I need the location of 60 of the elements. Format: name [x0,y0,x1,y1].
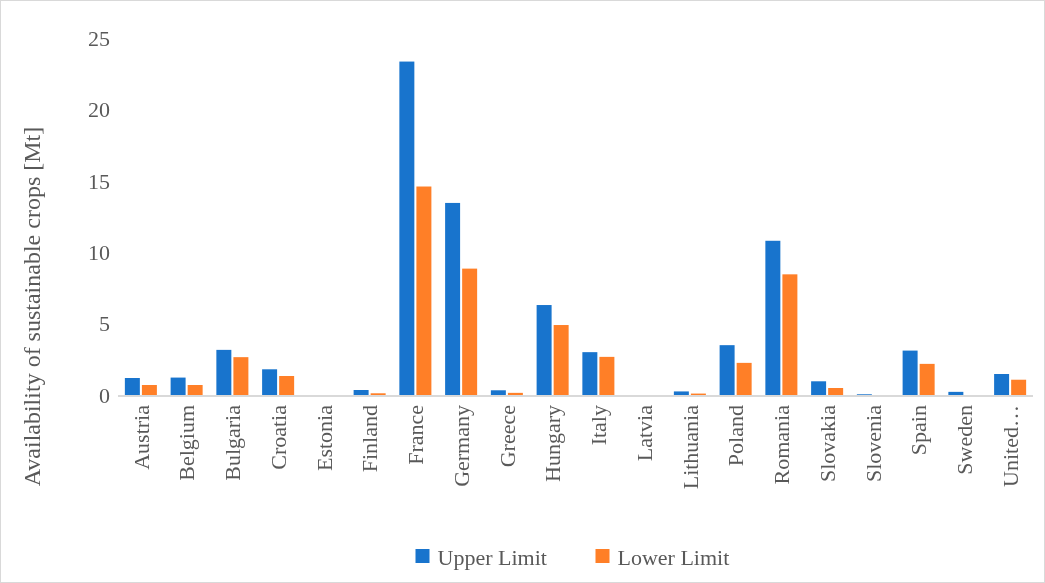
bar [902,350,918,395]
bar [1011,379,1027,395]
y-tick-label: 25 [88,25,110,51]
bar [553,325,569,395]
bar [582,352,598,395]
x-tick-label: Belgium [174,405,200,481]
x-tick-label: Spain [906,405,932,456]
bar [262,369,278,395]
y-axis-title: Availability of sustainable crops [Mt] [19,126,45,487]
x-tick-label: Romania [769,404,795,485]
y-tick-label: 20 [88,97,110,123]
y-tick-label: 15 [88,168,110,194]
bar [445,202,461,395]
x-tick-label: United… [997,405,1023,487]
bar [416,186,432,395]
bar [828,388,844,395]
bar [673,391,689,395]
bar [719,345,735,395]
bar [736,362,752,395]
y-tick-label: 0 [99,382,110,408]
bar [948,391,964,395]
x-tick-label: Estonia [311,404,337,471]
bar [233,357,249,395]
x-tick-label: Italy [586,405,612,446]
x-tick-label: Sweden [952,405,978,475]
x-tick-label: Austria [128,404,154,470]
bar [170,377,186,395]
bar [994,374,1010,395]
bar [811,381,827,395]
bar [919,363,935,395]
x-tick-label: Lithuania [677,404,703,490]
bar [353,390,369,395]
x-tick-label: Hungary [540,405,566,482]
bar [399,61,415,395]
bar [279,376,295,395]
legend-label: Upper Limit [437,544,547,570]
legend-label: Lower Limit [617,544,730,570]
x-tick-label: Slovenia [860,404,886,482]
x-tick-label: Poland [723,405,749,467]
x-tick-label: Bulgaria [220,404,246,481]
x-tick-label: Greece [494,405,520,468]
x-tick-label: France [403,405,429,465]
bar [599,356,615,395]
bar [536,305,552,395]
x-tick-label: Finland [357,405,383,473]
bar [124,378,140,395]
bar [490,390,506,395]
x-tick-label: Slovakia [814,404,840,482]
bar [462,268,478,395]
bar [216,349,232,395]
bar [141,385,157,395]
x-tick-label: Croatia [265,404,291,470]
bar [507,392,523,395]
x-tick-label: Latvia [631,404,657,462]
y-tick-label: 5 [99,311,110,337]
bar [187,385,203,395]
y-tick-label: 10 [88,239,110,265]
bar [765,240,781,395]
x-tick-label: Germany [448,405,474,487]
bar [782,274,798,395]
